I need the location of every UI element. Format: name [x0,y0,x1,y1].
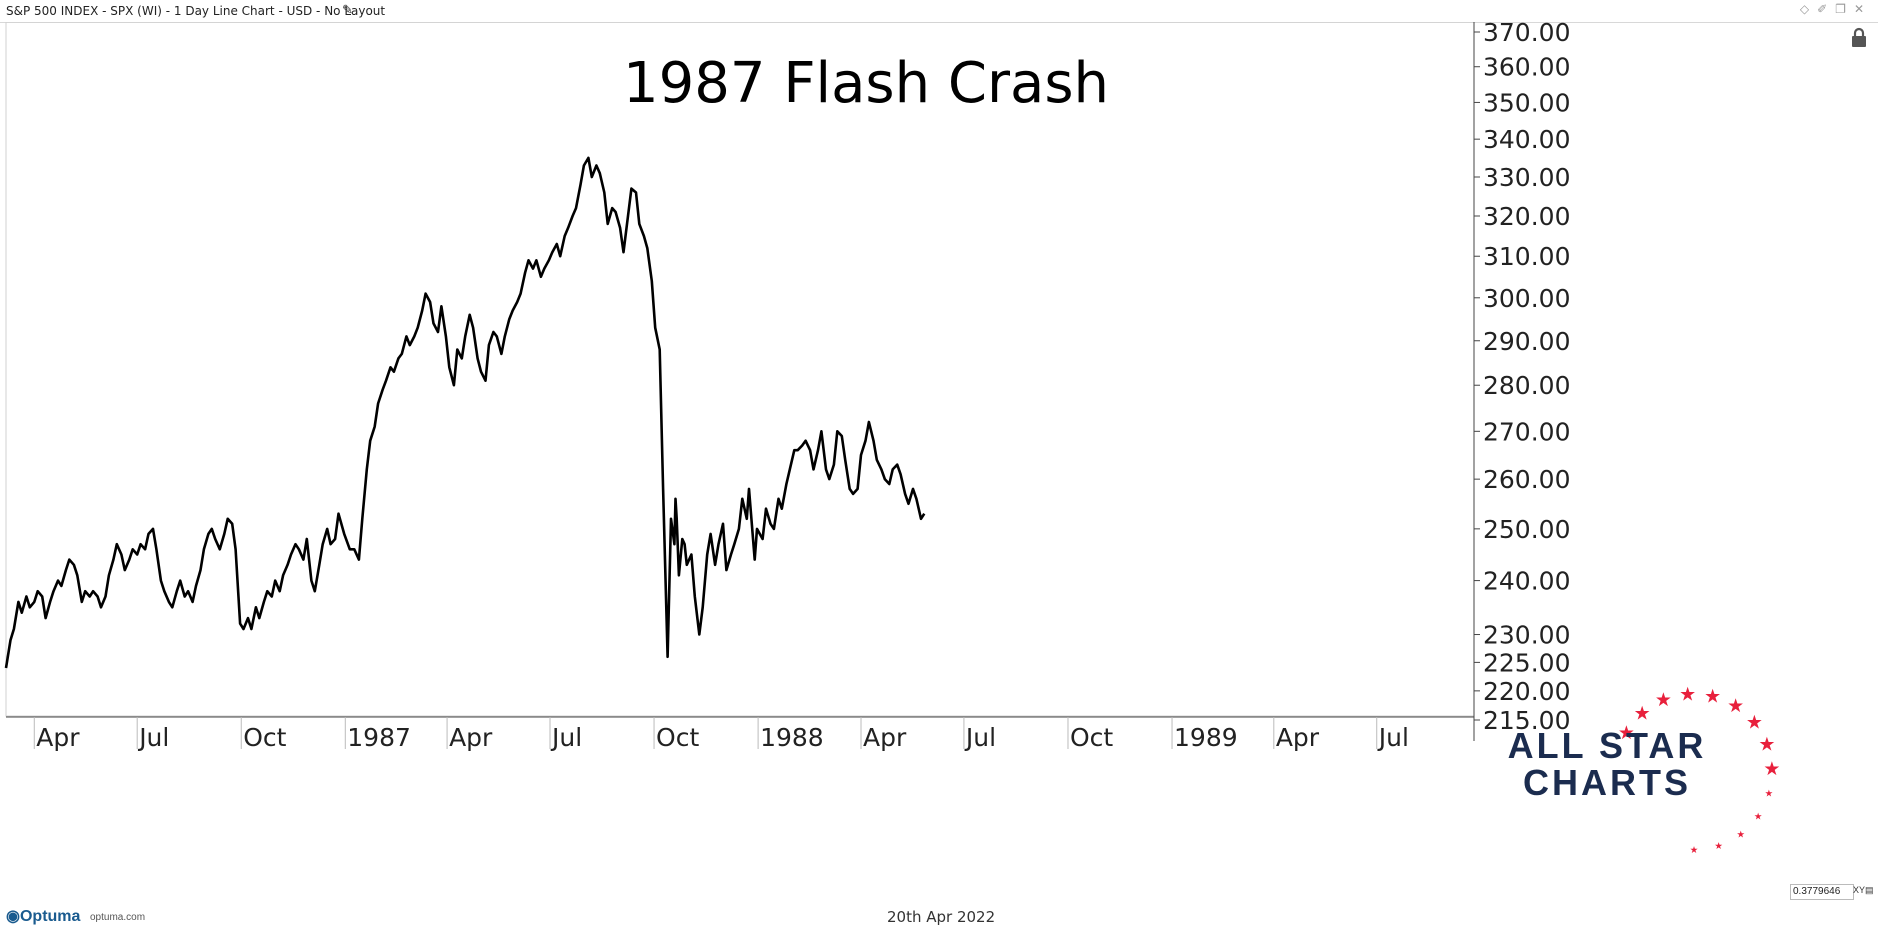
brand-name: Optuma [19,908,81,925]
x-tick-label: 1988 [760,723,824,752]
chart-title: 1987 Flash Crash [623,51,1109,116]
chart-area: 1987 Flash Crash 370.00 360.00 350.00 340.00… [0,22,1878,880]
x-tick-label: Apr [1276,723,1320,752]
logo-star-icon: ★ [1618,723,1635,744]
logo-text-line1: ALL STAR [1508,725,1707,766]
close-icon[interactable]: ✕ [1853,2,1872,16]
x-tick-label: 1989 [1174,723,1238,752]
footer-date: 20th Apr 2022 [887,908,996,926]
logo-star-icon: ★ [1754,811,1763,822]
logo-star-icon: ★ [1763,759,1780,780]
y-tick-label: 215.00 [1483,706,1570,735]
x-tick-label: Apr [36,723,80,752]
y-tick-label: 320.00 [1483,202,1570,231]
plot-frame [5,22,1475,717]
y-tick-label: 350.00 [1483,88,1570,117]
logo-star-icon: ★ [1746,713,1763,734]
x-tick-label: Oct [243,723,286,752]
pin-icon[interactable]: ✐ [1817,2,1836,16]
x-tick-label: Jul [550,723,582,752]
y-tick-label: 250.00 [1483,515,1570,544]
brand-logo: ◉Optuma [6,908,81,925]
logo-star-icon: ★ [1714,841,1723,852]
logo-star-icon: ★ [1704,686,1721,707]
y-tick-label: 230.00 [1483,621,1570,650]
x-tick-label: Apr [863,723,907,752]
lock-icon[interactable] [1849,27,1869,49]
xy-readout-field[interactable]: 0.3779646 [1790,884,1854,900]
y-tick-label: 370.00 [1483,22,1570,47]
x-tick-label: 1987 [347,723,411,752]
price-chart: 1987 Flash Crash 370.00 360.00 350.00 340.00… [4,22,1781,856]
x-tick-label: Apr [449,723,493,752]
y-tick-label: 240.00 [1483,567,1570,596]
y-tick-label: 310.00 [1483,242,1570,271]
x-tick-label: Jul [964,723,996,752]
xy-toggle-button[interactable]: XY▤ [1853,885,1874,895]
window-controls[interactable]: ◇✐❐✕ [1800,2,1872,16]
y-tick-label: 300.00 [1483,284,1570,313]
chart-window-header: S&P 500 INDEX - SPX (WI) - 1 Day Line Ch… [0,0,1878,23]
x-tick-label: Jul [137,723,169,752]
logo-star-icon: ★ [1727,696,1744,717]
diamond-icon[interactable]: ◇ [1799,2,1818,16]
y-tick-label: 340.00 [1483,125,1570,154]
pencil-icon[interactable]: ✎ [342,2,353,17]
x-tick-label: Jul [1377,723,1409,752]
logo-star-icon: ★ [1655,690,1672,711]
logo-text-line2: CHARTS [1523,762,1691,803]
logo-star-icon: ★ [1758,734,1775,755]
y-tick-label: 225.00 [1483,648,1570,677]
chart-window-title: S&P 500 INDEX - SPX (WI) - 1 Day Line Ch… [6,4,386,18]
logo-star-icon: ★ [1737,829,1746,840]
y-tick-label: 220.00 [1483,677,1570,706]
y-tick-label: 270.00 [1483,417,1570,446]
y-tick-label: 290.00 [1483,327,1570,356]
logo-star-icon: ★ [1765,789,1774,800]
x-tick-label: Oct [1070,723,1113,752]
price-line-series-0 [4,156,926,669]
x-tick-label: Oct [656,723,699,752]
y-tick-label: 260.00 [1483,465,1570,494]
y-tick-label: 330.00 [1483,163,1570,192]
brand-url: optuma.com [90,912,146,923]
y-tick-label: 280.00 [1483,371,1570,400]
logo-star-icon: ★ [1634,704,1651,725]
y-tick-label: 360.00 [1483,53,1570,82]
logo-star-icon: ★ [1679,684,1696,705]
logo-star-icon: ★ [1690,845,1699,856]
restore-icon[interactable]: ❐ [1835,2,1854,16]
footer-bar [0,905,1878,932]
